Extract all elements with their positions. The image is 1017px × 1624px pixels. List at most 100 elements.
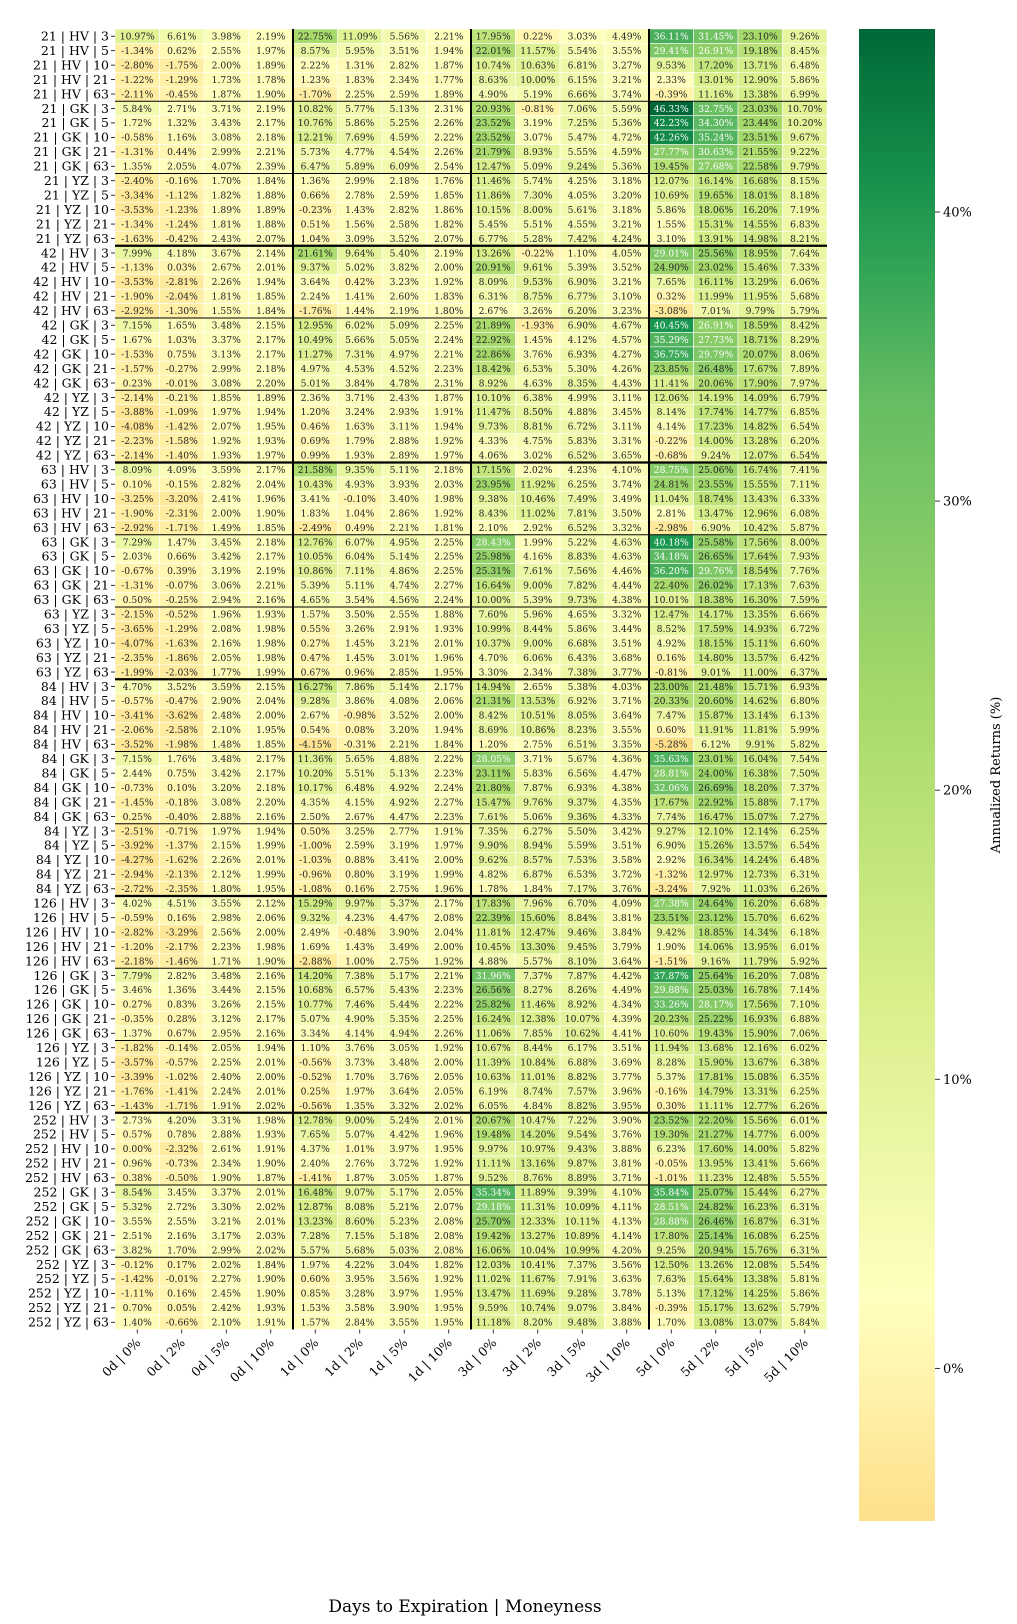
cell-value-label: 5.59% [568,841,597,852]
cell-value-label: 5.86% [345,118,374,129]
cell-value-label: -2.32% [166,1144,199,1155]
cell-value-label: 8.93% [523,147,552,158]
cell-value-label: 1.98% [256,638,285,649]
cell-value-label: 4.18% [167,248,196,259]
cell-value-label: 7.64% [790,248,819,259]
cell-value-label: 11.11% [698,1101,733,1112]
cell-value-label: 8.82% [568,1072,597,1083]
cell-value-label: -1.31% [121,147,154,158]
cell-value-label: 1.90% [256,1274,285,1285]
cell-value-label: 3.08% [212,133,241,144]
cell-value-label: 6.18% [790,927,819,938]
cell-value-label: 4.46% [612,566,641,577]
cell-value-label: 3.41% [301,494,330,505]
cell-value-label: 11.06% [476,1029,511,1040]
x-tick-label: 5d | 2% [677,1335,722,1380]
cell-value-label: 2.06% [434,696,463,707]
cell-value-label: 5.37% [657,1072,686,1083]
cell-value-label: 0.50% [123,595,152,606]
cell-value-label: 10.68% [298,985,333,996]
x-tick-label: 3d | 0% [455,1335,500,1380]
cell-value-label: 2.16% [256,1029,285,1040]
cell-value-label: 4.70% [123,682,152,693]
cell-value-label: 8.92% [568,1000,597,1011]
cell-value-label: -2.13% [166,870,199,881]
cell-value-label: 6.93% [790,682,819,693]
cell-value-label: 3.19% [390,870,419,881]
cell-value-label: 3.11% [612,393,641,404]
x-axis-label: Days to Expiration | Moneyness [328,1597,601,1617]
cell-value-label: 17.64% [743,552,778,563]
cell-value-label: -0.23% [299,205,332,216]
cell-value-label: 3.82% [123,1245,152,1256]
cell-value-label: 10.97% [120,32,155,43]
y-tick-label: 252 | HV | 63 [25,1170,109,1185]
cell-value-label: 6.54% [790,841,819,852]
cell-value-label: 2.01% [256,1057,285,1068]
cell-value-label: 10.43% [298,479,333,490]
cell-value-label: 4.06% [479,451,508,462]
y-tick-label: 63 | GK | 5 [42,549,110,564]
cell-value-label: 0.30% [657,1101,686,1112]
cell-value-label: -0.27% [166,364,199,375]
cell-value-label: 12.50% [654,1260,689,1271]
cell-value-label: -0.45% [166,89,199,100]
y-tick-label: 42 | YZ | 63 [36,448,109,463]
cell-value-label: 2.82% [167,971,196,982]
cell-value-label: 3.69% [612,1057,641,1068]
cell-value-label: 3.32% [390,1101,419,1112]
cell-value-label: 10.45% [476,942,511,953]
cell-value-label: 5.55% [568,147,597,158]
cell-value-label: 2.05% [434,1188,463,1199]
cell-value-label: 10.11% [565,1216,600,1227]
cell-value-label: 10.47% [520,1115,555,1126]
cell-value-label: 6.51% [568,740,597,751]
cell-value-label: 5.38% [568,682,597,693]
cell-value-label: 31.96% [476,971,511,982]
cell-value-label: -0.56% [299,1057,332,1068]
cell-value-label: 3.67% [212,248,241,259]
cell-value-label: 3.30% [479,667,508,678]
cell-value-label: 5.39% [568,263,597,274]
cell-value-label: 4.54% [390,147,419,158]
y-tick-label: 42 | YZ | 10 [36,419,109,434]
cell-value-label: 1.35% [345,1101,374,1112]
cell-value-label: 2.42% [212,1303,241,1314]
cell-value-label: 6.61% [167,32,196,43]
cell-value-label: 2.95% [212,1029,241,1040]
cell-value-label: 11.02% [476,1274,511,1285]
cell-value-label: -2.92% [121,306,154,317]
cell-value-label: 4.92% [657,638,686,649]
cell-value-label: 16.04% [743,754,778,765]
cell-value-label: 6.33% [790,494,819,505]
cell-value-label: -1.20% [121,942,154,953]
cell-value-label: -0.73% [121,783,154,794]
cell-value-label: 5.28% [523,234,552,245]
cell-value-label: -2.80% [121,60,154,71]
cell-value-label: 8.76% [523,1173,552,1184]
cell-value-label: 0.62% [167,46,196,57]
cell-value-label: 4.44% [612,581,641,592]
cell-value-label: 19.18% [743,46,778,57]
cell-value-label: 10.89% [565,1231,600,1242]
cell-value-label: 7.41% [790,465,819,476]
cell-value-label: -1.82% [121,1043,154,1054]
cell-value-label: 4.09% [167,465,196,476]
x-tick-label: 0d | 2% [143,1335,188,1380]
y-tick-label: 42 | YZ | 3 [44,390,109,405]
cell-value-label: -3.62% [166,711,199,722]
cell-value-label: 7.37% [790,783,819,794]
cell-value-label: 7.31% [345,349,374,360]
cell-value-label: 16.74% [743,465,778,476]
cell-value-label: -2.23% [121,436,154,447]
cell-value-label: 3.37% [212,335,241,346]
cell-value-label: 7.17% [790,797,819,808]
cell-value-label: 9.73% [479,422,508,433]
cell-value-label: -2.35% [166,884,199,895]
y-tick-label: 63 | YZ | 63 [36,664,109,679]
cell-value-label: -2.03% [166,667,199,678]
cell-value-label: 8.74% [523,1086,552,1097]
cell-value-label: 1.35% [123,162,152,173]
cell-value-label: 1.94% [434,725,463,736]
